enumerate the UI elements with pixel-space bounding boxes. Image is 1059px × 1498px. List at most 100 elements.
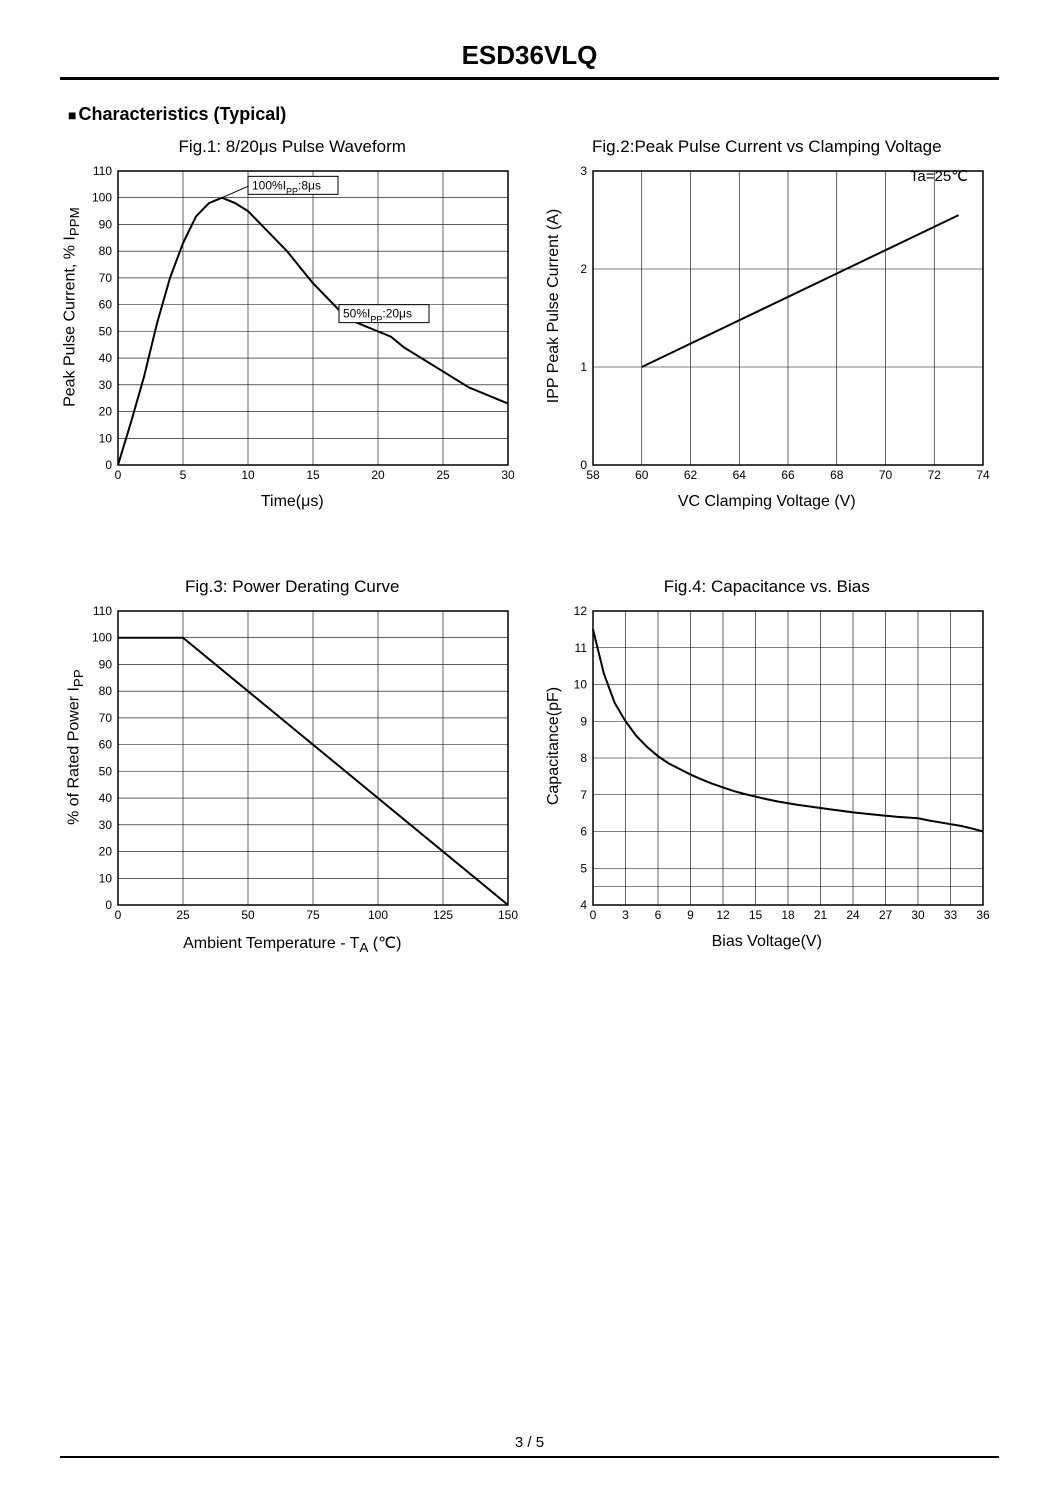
svg-text:70: 70: [99, 271, 113, 285]
svg-text:100: 100: [368, 908, 388, 922]
svg-text:0: 0: [589, 908, 596, 922]
svg-text:150: 150: [498, 908, 518, 922]
svg-text:12: 12: [716, 908, 730, 922]
svg-text:15: 15: [748, 908, 762, 922]
svg-text:1: 1: [580, 360, 587, 374]
svg-text:60: 60: [99, 738, 113, 752]
fig2-ylabel: IPP Peak Pulse Current (A): [545, 209, 563, 403]
fig3-xlabel: Ambient Temperature - TA (℃): [60, 933, 525, 955]
svg-text:80: 80: [99, 684, 113, 698]
svg-text:6: 6: [580, 825, 587, 839]
svg-text:36: 36: [976, 908, 990, 922]
svg-text:27: 27: [878, 908, 892, 922]
svg-text:0: 0: [115, 468, 122, 482]
svg-text:50: 50: [99, 324, 113, 338]
svg-text:30: 30: [99, 378, 113, 392]
svg-text:90: 90: [99, 657, 113, 671]
svg-text:40: 40: [99, 351, 113, 365]
svg-text:10: 10: [99, 431, 113, 445]
footer-rule: [60, 1456, 999, 1458]
svg-text:12: 12: [573, 604, 587, 618]
svg-text:18: 18: [781, 908, 795, 922]
svg-text:Ta=25℃: Ta=25℃: [909, 168, 967, 185]
svg-text:100: 100: [92, 631, 112, 645]
svg-text:21: 21: [813, 908, 827, 922]
svg-text:110: 110: [93, 604, 112, 618]
fig4-xlabel: Bias Voltage(V): [535, 933, 1000, 951]
svg-text:7: 7: [580, 788, 587, 802]
svg-text:0: 0: [115, 908, 122, 922]
svg-text:100: 100: [92, 191, 112, 205]
svg-text:40: 40: [99, 791, 113, 805]
svg-text:5: 5: [180, 468, 187, 482]
svg-text:6: 6: [654, 908, 661, 922]
svg-text:64: 64: [732, 468, 746, 482]
svg-text:25: 25: [436, 468, 450, 482]
header-rule: [60, 77, 999, 80]
fig4-ylabel: Capacitance(pF): [545, 687, 563, 805]
svg-text:30: 30: [99, 818, 113, 832]
charts-grid: Fig.1: 8/20μs Pulse Waveform 05101520253…: [60, 137, 999, 987]
svg-text:15: 15: [306, 468, 320, 482]
svg-text:58: 58: [586, 468, 600, 482]
fig1-cell: Fig.1: 8/20μs Pulse Waveform 0 5 10 15 20 25 3…: [60, 137, 525, 547]
fig3-chart: 0 25 50 75 100 125 150 0 10 20 30 40 50 60 70 80 90 100 11…: [60, 601, 520, 931]
svg-text:60: 60: [99, 298, 113, 312]
fig3-ylabel: % of Rated Power IPP: [66, 669, 86, 825]
svg-text:68: 68: [830, 468, 844, 482]
svg-text:5: 5: [580, 861, 587, 875]
svg-text:66: 66: [781, 468, 795, 482]
fig1-title: Fig.1: 8/20μs Pulse Waveform: [60, 137, 525, 157]
svg-text:0: 0: [105, 458, 112, 472]
fig2-cell: Fig.2:Peak Pulse Current vs Clamping Vol…: [535, 137, 1000, 547]
svg-text:20: 20: [99, 845, 113, 859]
svg-text:30: 30: [501, 468, 515, 482]
svg-text:33: 33: [943, 908, 957, 922]
svg-text:90: 90: [99, 217, 113, 231]
svg-text:25: 25: [176, 908, 190, 922]
fig1-xlabel: Time(μs): [60, 493, 525, 511]
svg-text:50: 50: [241, 908, 255, 922]
svg-text:3: 3: [580, 164, 587, 178]
svg-text:2: 2: [580, 262, 587, 276]
svg-text:72: 72: [927, 468, 941, 482]
svg-text:3: 3: [622, 908, 629, 922]
page-number: 3 / 5: [515, 1434, 544, 1451]
section-title: Characteristics (Typical): [68, 104, 999, 125]
svg-text:8: 8: [580, 751, 587, 765]
page-title: ESD36VLQ: [60, 40, 999, 77]
fig3-cell: Fig.3: Power Derating Curve 025507510012…: [60, 577, 525, 987]
svg-text:50: 50: [99, 764, 113, 778]
fig2-xlabel: VC Clamping Voltage (V): [535, 493, 1000, 511]
svg-text:75: 75: [306, 908, 320, 922]
fig4-chart: 0369121518212427303336456789101112: [535, 601, 995, 931]
svg-text:30: 30: [911, 908, 925, 922]
fig4-cell: Fig.4: Capacitance vs. Bias 036912151821…: [535, 577, 1000, 987]
svg-text:4: 4: [580, 898, 587, 912]
svg-text:0: 0: [580, 458, 587, 472]
svg-text:70: 70: [878, 468, 892, 482]
svg-text:10: 10: [99, 871, 113, 885]
svg-text:0: 0: [105, 898, 112, 912]
svg-text:10: 10: [241, 468, 255, 482]
svg-text:74: 74: [976, 468, 990, 482]
svg-text:62: 62: [683, 468, 697, 482]
fig4-title: Fig.4: Capacitance vs. Bias: [535, 577, 1000, 597]
svg-text:11: 11: [574, 641, 587, 655]
fig3-title: Fig.3: Power Derating Curve: [60, 577, 525, 597]
svg-text:20: 20: [99, 405, 113, 419]
svg-text:24: 24: [846, 908, 860, 922]
fig2-chart: 58 60 62 64 66 68 70 72 74 0 1 2 3 Ta=25℃: [535, 161, 995, 491]
svg-text:9: 9: [580, 714, 587, 728]
svg-text:80: 80: [99, 244, 113, 258]
fig1-chart: 0510152025300102030405060708090100110100…: [60, 161, 520, 491]
svg-text:60: 60: [635, 468, 649, 482]
page-footer: 3 / 5: [60, 1434, 999, 1458]
fig1-ylabel: Peak Pulse Current, % IPPM: [62, 207, 82, 407]
svg-text:20: 20: [371, 468, 385, 482]
svg-text:125: 125: [433, 908, 453, 922]
svg-text:9: 9: [687, 908, 694, 922]
svg-text:70: 70: [99, 711, 113, 725]
svg-text:110: 110: [93, 164, 112, 178]
fig2-title: Fig.2:Peak Pulse Current vs Clamping Vol…: [535, 137, 1000, 157]
